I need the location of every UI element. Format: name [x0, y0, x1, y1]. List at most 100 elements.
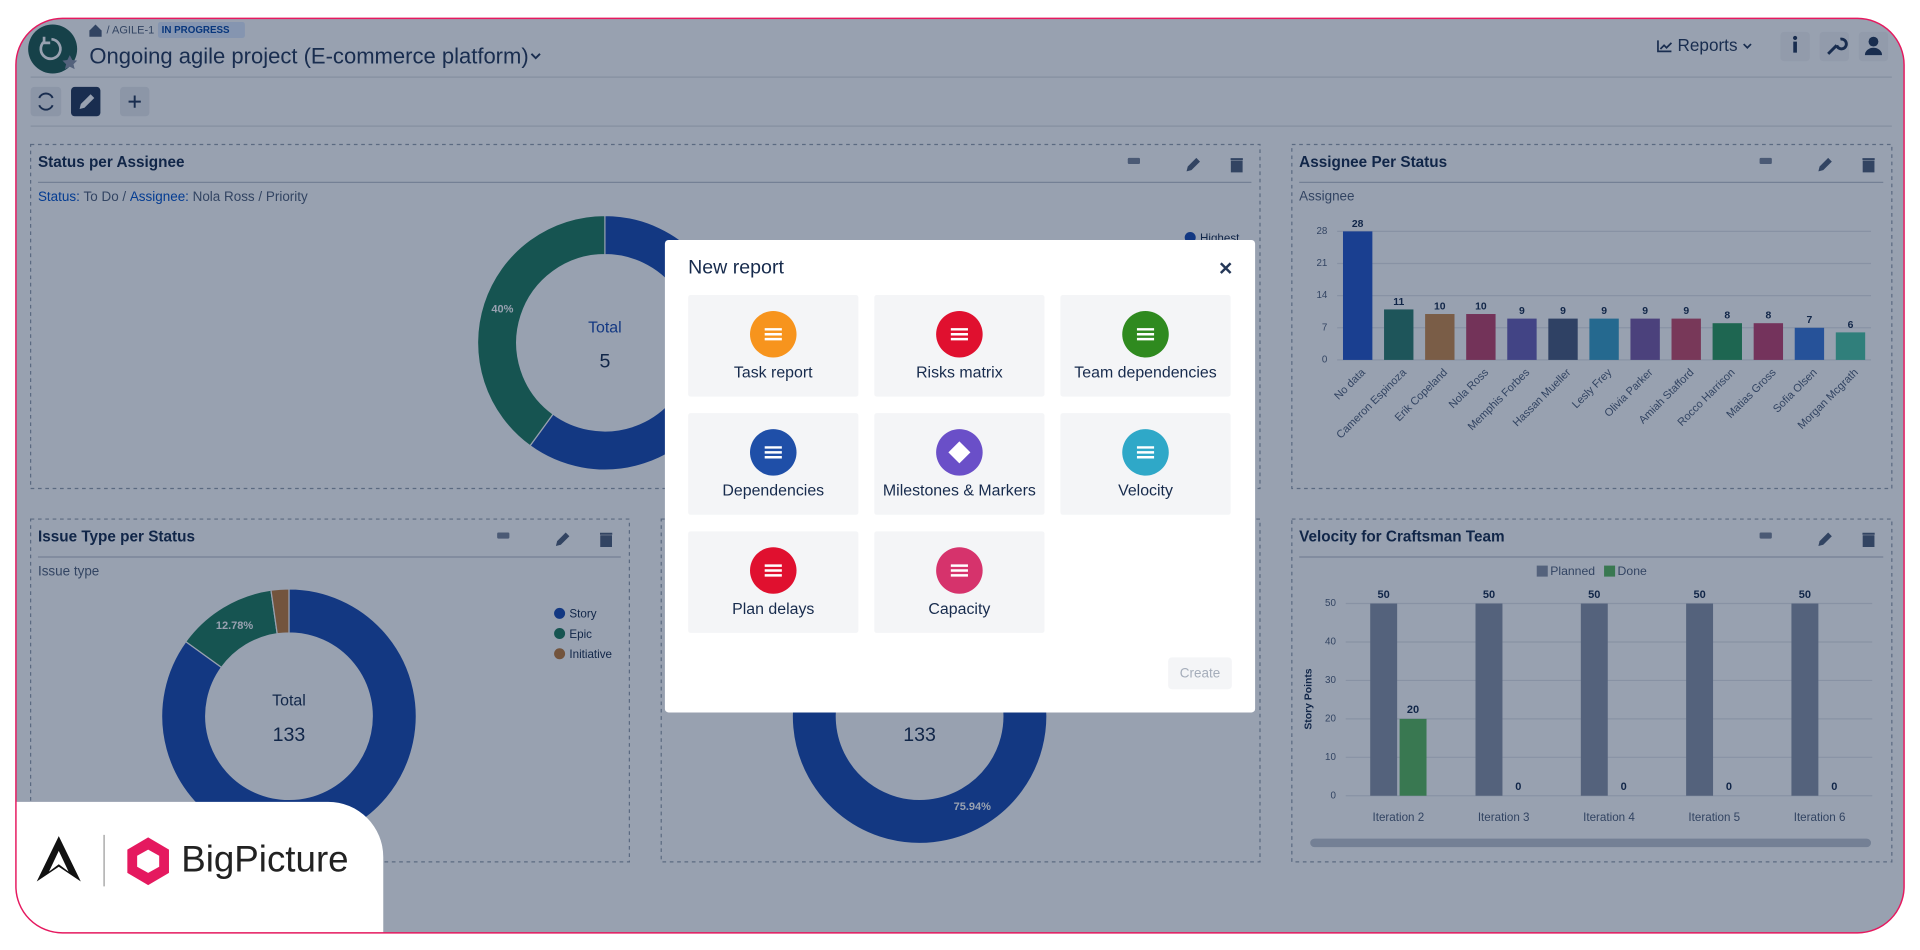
filter-key[interactable]: Status:	[38, 189, 80, 204]
delete-widget[interactable]	[600, 532, 613, 547]
bar[interactable]	[1712, 323, 1742, 360]
widget-title: Issue Type per Status	[38, 528, 195, 545]
widget-subtitle: Issue type	[38, 563, 99, 578]
bar[interactable]	[1794, 327, 1825, 360]
breadcrumb[interactable]: / AGILE-1	[107, 25, 155, 37]
edit-widget[interactable]	[1818, 532, 1832, 547]
delete-widget[interactable]	[1862, 532, 1875, 547]
legend-label[interactable]: Planned	[1550, 564, 1595, 578]
bar-value-label: 9	[1683, 306, 1689, 317]
bar[interactable]	[1791, 603, 1819, 796]
filter-breadcrumb: Status: To Do /Assignee: Nola Ross / Prior…	[38, 189, 308, 204]
report-label: Team dependencies	[1074, 365, 1216, 382]
user-icon-head	[1868, 36, 1879, 47]
partner-logo	[36, 836, 81, 882]
bar[interactable]	[1548, 318, 1578, 360]
refresh-button[interactable]	[30, 86, 62, 117]
reports-chevron	[1743, 43, 1752, 49]
bar-value-label: 20	[1407, 704, 1419, 716]
widget-subtitle: Assignee	[1299, 189, 1354, 204]
modal-close[interactable]	[1219, 262, 1232, 274]
bar[interactable]	[1753, 323, 1784, 360]
delete-widget[interactable]	[1862, 158, 1875, 173]
report-label: Risks matrix	[916, 365, 1003, 382]
bar-value-label: 50	[1799, 589, 1811, 601]
edit-widget[interactable]	[555, 532, 570, 547]
donut-slice	[476, 214, 606, 447]
bar[interactable]	[1671, 318, 1701, 360]
y-tick-label: 14	[1316, 290, 1327, 301]
y-tick-label: 28	[1316, 226, 1327, 237]
bar[interactable]	[1580, 603, 1608, 796]
bar[interactable]	[1507, 318, 1537, 360]
create-button[interactable]	[1168, 657, 1232, 690]
bar[interactable]	[1466, 314, 1496, 360]
report-icon-glyph	[1136, 446, 1155, 459]
view-toggle[interactable]	[1127, 157, 1140, 165]
edit-widget[interactable]	[1818, 157, 1832, 172]
report-label: Task report	[734, 365, 813, 382]
view-toggle[interactable]	[497, 532, 510, 539]
filter-value[interactable]: To Do /	[84, 189, 127, 204]
title-chevron[interactable]	[530, 53, 541, 60]
bar[interactable]	[1686, 603, 1714, 796]
scrollbar[interactable]	[1310, 838, 1872, 848]
bar[interactable]	[1342, 231, 1373, 360]
content: / AGILE-1 IN PROGRESS Ongoing agile proj…	[28, 22, 1893, 863]
donut-slice	[270, 588, 290, 635]
x-tick-label: Iteration 4	[1583, 811, 1635, 824]
filter-value: Nola Ross / Priority	[193, 189, 308, 204]
frame-border	[15, 17, 1905, 934]
reports-button[interactable]: Reports	[1678, 35, 1738, 55]
bar[interactable]	[1384, 309, 1414, 360]
bar-value-label: 7	[1807, 315, 1813, 326]
widget-title: Status per Assignee	[38, 154, 185, 171]
legend-label[interactable]: Story	[569, 608, 596, 621]
bar-value-label: 10	[1434, 301, 1446, 312]
bar-value-label: 50	[1483, 589, 1495, 601]
filter-key[interactable]: Assignee:	[130, 189, 189, 204]
star-icon[interactable]	[62, 55, 78, 70]
delete-widget[interactable]	[1230, 158, 1243, 173]
new-report-modal: New report Create Task report Risks matri…	[664, 239, 1256, 713]
bar[interactable]	[1630, 318, 1660, 360]
bar[interactable]	[1475, 603, 1503, 796]
bar-value-label: 28	[1352, 219, 1364, 230]
view-toggle[interactable]	[1759, 532, 1772, 539]
bar[interactable]	[1399, 718, 1427, 796]
page-title[interactable]: Ongoing agile project (E-commerce platfo…	[89, 43, 528, 68]
bar[interactable]	[1589, 318, 1619, 360]
report-icon-glyph	[764, 328, 782, 341]
donut-center-value: 133	[903, 724, 936, 746]
reports-icon	[1657, 40, 1673, 53]
status-badge[interactable]	[157, 22, 245, 38]
legend-label[interactable]: Epic	[569, 628, 592, 641]
bar-value-label: 10	[1475, 301, 1487, 312]
y-tick-label: 10	[1325, 752, 1336, 763]
logo-panel: BigPicture	[15, 801, 384, 933]
x-tick-label: Iteration 6	[1794, 811, 1846, 824]
bar[interactable]	[1425, 314, 1455, 360]
y-tick-label: 40	[1325, 637, 1336, 648]
y-tick-label: 0	[1322, 355, 1328, 366]
info-icon	[1793, 41, 1797, 53]
bigpicture-hexagon-inner	[137, 849, 160, 873]
bar-value-label: 9	[1642, 306, 1648, 317]
donut-center-label: Total	[588, 319, 622, 336]
bar[interactable]	[1370, 603, 1398, 796]
y-tick-label: 21	[1316, 258, 1327, 269]
edit-icon	[79, 94, 95, 109]
legend-label[interactable]: Initiative	[569, 648, 612, 661]
bar-value-label: 0	[1621, 781, 1627, 793]
legend-swatch	[1536, 565, 1548, 577]
view-toggle[interactable]	[1759, 157, 1772, 165]
bar[interactable]	[1835, 332, 1866, 360]
legend-swatch	[1604, 565, 1616, 577]
edit-widget[interactable]	[1186, 157, 1200, 172]
donut-center-label: Total	[272, 693, 306, 710]
legend-label[interactable]: Done	[1618, 564, 1647, 578]
report-label: Velocity	[1118, 483, 1173, 500]
report-label: Capacity	[928, 601, 990, 618]
